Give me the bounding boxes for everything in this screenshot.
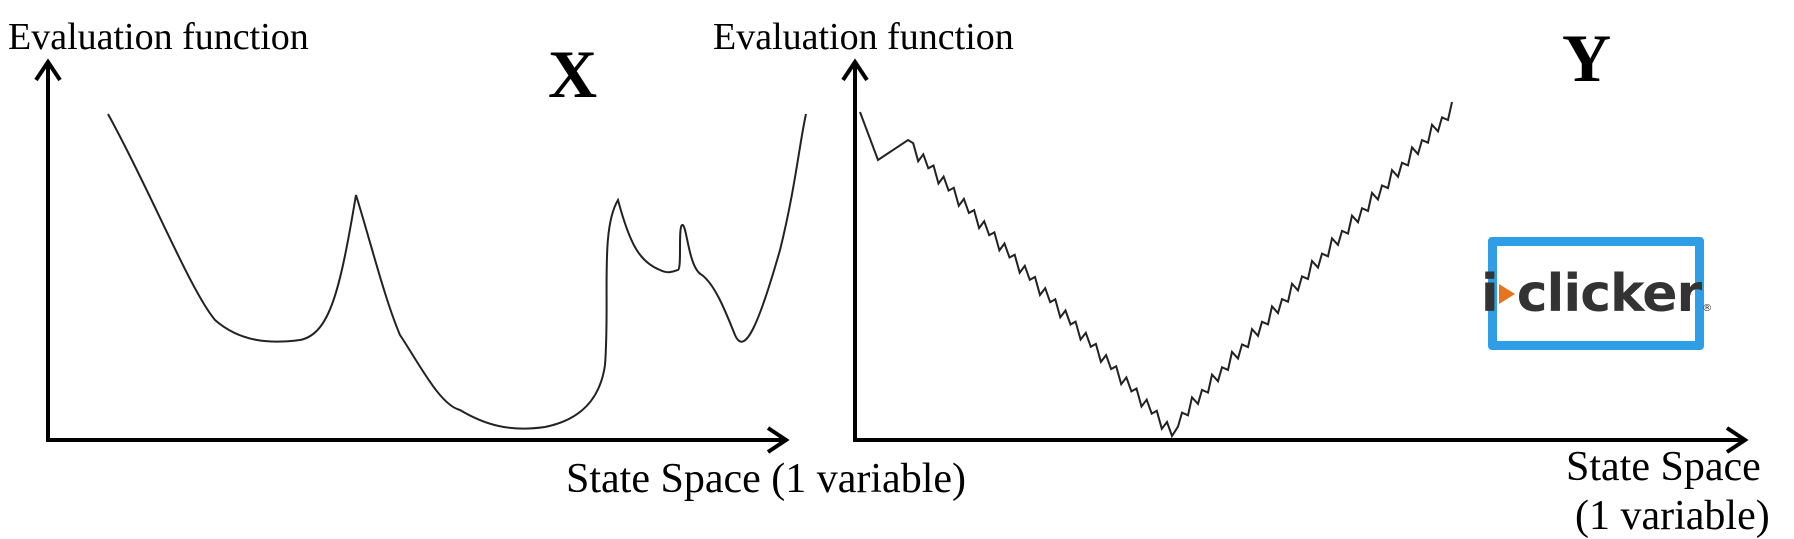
right-y-axis-arrow-icon xyxy=(841,58,869,82)
iclicker-wordmark: i clicker ® xyxy=(1480,263,1712,324)
left-panel-letter: X xyxy=(548,36,598,112)
iclicker-logo: i clicker ® xyxy=(1481,237,1712,350)
play-triangle-icon xyxy=(1498,283,1515,304)
left-y-axis-label: Evaluation function xyxy=(8,16,309,58)
left-evaluation-curve xyxy=(107,113,807,430)
right-jagged-curve xyxy=(859,101,1453,439)
left-x-axis-arrow-icon xyxy=(766,426,790,454)
right-panel-letter: Y xyxy=(1562,20,1612,96)
left-x-axis-label: State Space (1 variable) xyxy=(566,456,966,502)
right-x-axis-label-cut: (1 variable) xyxy=(1575,493,1770,539)
logo-text-clicker: clicker xyxy=(1516,263,1702,324)
right-x-axis-label: State Space xyxy=(1566,444,1761,490)
logo-text-i: i xyxy=(1480,263,1499,324)
right-y-axis-label: Evaluation function xyxy=(713,16,1014,58)
right-x-axis-arrow-icon xyxy=(1725,426,1749,454)
registered-mark: ® xyxy=(1702,302,1712,314)
left-y-axis-arrow-icon xyxy=(34,58,62,82)
diagram-canvas xyxy=(34,58,1749,454)
